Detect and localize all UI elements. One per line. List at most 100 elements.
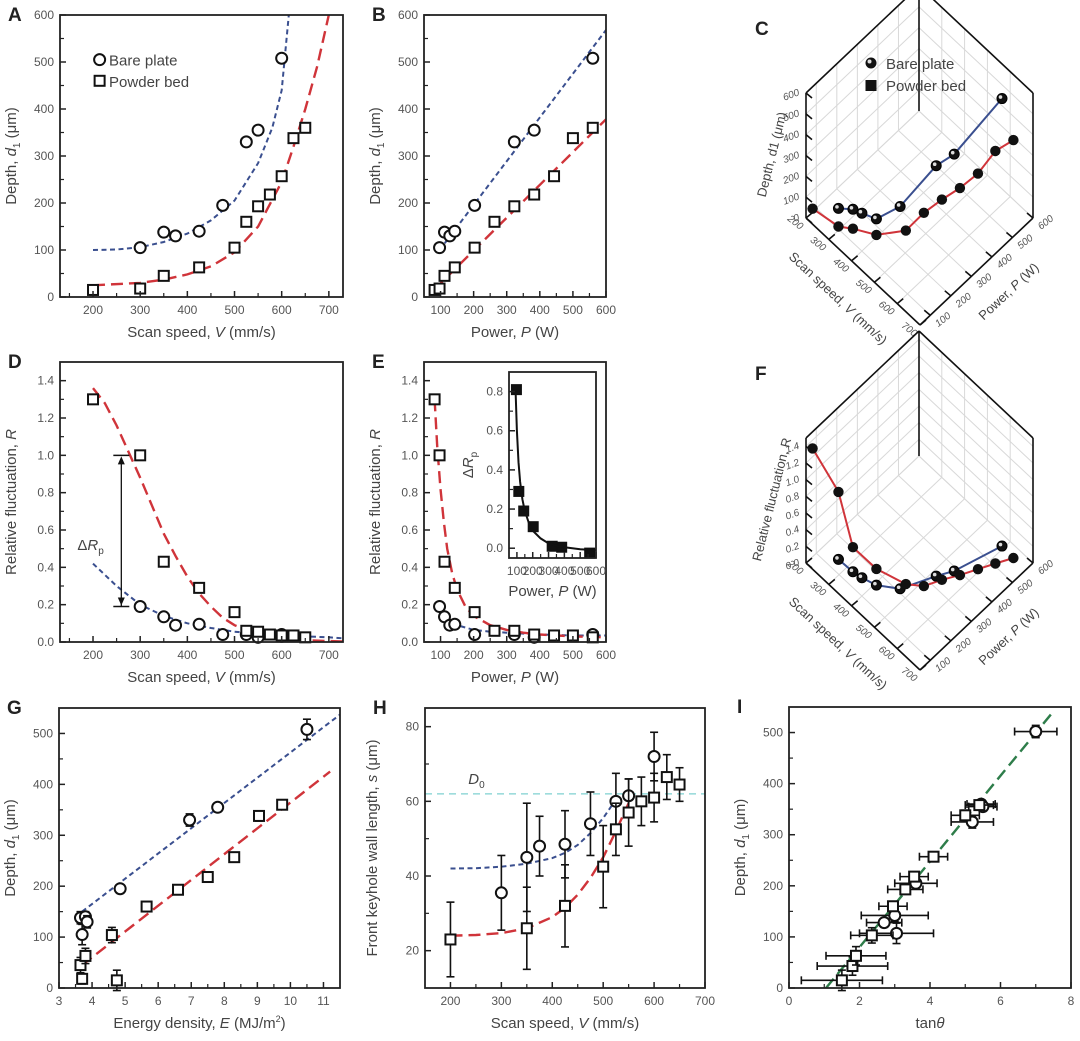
marker-circle: [275, 51, 289, 65]
data-point: [507, 135, 521, 149]
marker-square: [973, 799, 986, 812]
wall-grid-line: [918, 388, 1034, 497]
data-point: [448, 261, 461, 274]
label-var: d: [2, 839, 19, 848]
x-tick-label: 400: [530, 648, 550, 662]
y-tick-label: 100: [933, 655, 953, 674]
marker-square: [240, 624, 253, 637]
marker-filled: [847, 223, 859, 234]
y-tick-label: 400: [33, 777, 53, 791]
marker-highlight: [950, 150, 955, 155]
floor-grid-line: [896, 196, 1011, 304]
y-tick-label: 0.8: [401, 486, 418, 500]
x-tick: [805, 557, 813, 564]
marker-square: [263, 628, 276, 641]
data-point: [800, 969, 884, 992]
data-point: [513, 485, 525, 497]
y-tick: [923, 309, 931, 316]
x-tick-label: 300: [491, 994, 511, 1008]
x-tick: [805, 212, 813, 219]
y-tick-label: 1.4: [401, 374, 418, 388]
x-tick-label: 500: [570, 564, 590, 578]
data-point: [105, 926, 118, 944]
panel-a: 200 300 400 500 600 700 0 100 200 300 400 500 600 Sca…: [3, 5, 344, 341]
marker-square: [908, 870, 921, 883]
data-point: [79, 947, 92, 965]
data-point: [201, 871, 214, 884]
y-tick-label: 1.2: [401, 411, 418, 425]
fit-curve-red: [811, 447, 1014, 588]
axis-label: Depth, d1 (μm): [2, 799, 22, 897]
marker-highlight: [998, 95, 1003, 99]
marker-square: [673, 778, 686, 791]
data-point: [275, 170, 288, 183]
marker-highlight: [873, 215, 877, 220]
marker-square: [287, 132, 300, 145]
y-tick: [923, 654, 931, 661]
marker-circle: [251, 123, 265, 137]
x-tick-label: 500: [853, 278, 873, 297]
data-point: [183, 813, 197, 827]
x-tick-label: 0: [786, 994, 793, 1008]
label-part: (mm/s): [225, 324, 276, 341]
label-part: (μm): [3, 107, 20, 142]
x-tick-label: 300: [808, 580, 828, 599]
z-tick: [805, 113, 813, 120]
marker-circle: [433, 241, 447, 255]
x-tick: [896, 297, 904, 305]
y-tick-label: 300: [33, 828, 53, 842]
marker-highlight: [858, 209, 863, 214]
label-part: Power,: [471, 324, 521, 341]
marker-square: [275, 170, 288, 183]
marker-filled: [990, 558, 1001, 569]
label-sub: 1: [376, 142, 387, 148]
label-part: Relative fluctuation,: [3, 440, 20, 575]
marker-square: [548, 170, 561, 183]
data-point: [228, 241, 241, 254]
axis-label: Front keyhole wall length, s (μm): [364, 739, 381, 956]
y-tick-label: 0.6: [37, 523, 54, 537]
z-tick: [805, 154, 813, 162]
data-point: [548, 170, 561, 183]
data-point: [527, 123, 541, 137]
label-var: R: [460, 457, 477, 468]
label-var: V: [215, 324, 227, 341]
marker-sphere: [870, 213, 882, 225]
marker-square: [110, 974, 123, 987]
axis-label: Energy density, E (MJ/m2): [113, 1014, 285, 1032]
data-point: [157, 225, 171, 239]
data-point: [276, 798, 289, 811]
plot-frame: [59, 361, 344, 643]
z-tick: [805, 175, 813, 182]
x-tick-label: 9: [254, 994, 261, 1008]
x-tick-label: 700: [319, 303, 339, 317]
y-tick-label: 300: [974, 617, 994, 636]
panel-h: D0 200 300 400 500 600 700 20 40 60 80 Scan speed, …: [364, 698, 715, 1032]
fit-line-red: [433, 118, 606, 291]
floor-grid-line: [857, 513, 972, 622]
label-part: Scan speed,: [786, 594, 852, 657]
wall-grid-line: [918, 89, 1034, 198]
floor-grid-line: [874, 519, 988, 628]
x-tick-label: 600: [272, 648, 292, 662]
data-point: [157, 269, 170, 282]
marker-square: [899, 883, 912, 896]
data-point: [75, 923, 89, 946]
x-tick-label: 8: [1068, 994, 1075, 1008]
wall-grid-line: [805, 405, 920, 514]
y-tick: [985, 596, 993, 603]
data-point: [488, 215, 501, 228]
label-part: Depth,: [367, 156, 384, 204]
label-part: (W): [531, 669, 559, 686]
data-point: [448, 617, 462, 631]
marker-square: [263, 188, 276, 201]
label-var: P: [521, 669, 531, 686]
marker-square: [140, 900, 153, 913]
floor-grid-line: [828, 477, 943, 585]
marker-circle: [192, 224, 206, 238]
x-tick-label: 6: [997, 994, 1004, 1008]
wall-grid-line: [918, 455, 1034, 564]
marker-filled: [990, 145, 1001, 157]
label-part: Depth,: [2, 848, 19, 896]
